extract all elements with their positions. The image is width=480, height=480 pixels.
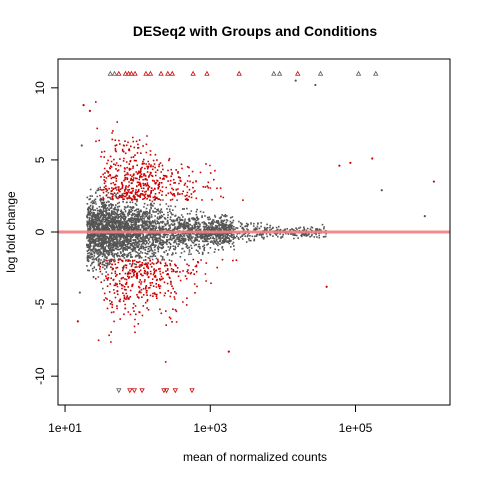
y-axis-label: log fold change (4, 191, 18, 273)
data-point-10 (325, 285, 328, 288)
data-point-0 (82, 104, 85, 107)
y-tick-label-4: -10 (33, 367, 47, 385)
y-tick-label-1: 5 (33, 156, 47, 163)
clipped-up-point-2 (116, 70, 122, 76)
clipped-up-point-10 (165, 70, 171, 76)
clipped-up-point-13 (204, 70, 210, 76)
clipped-up-point-11 (169, 70, 175, 76)
data-point-8 (423, 215, 426, 218)
clipped-down-point-6 (172, 388, 178, 394)
axes-layer: 1e+01 1e+03 1e+05 10 5 0 -5 -10 (33, 81, 373, 435)
clipped-down-point-2 (131, 388, 138, 394)
data-point-2 (294, 79, 297, 82)
data-point-11 (227, 350, 230, 353)
clipped-up-point-1 (111, 70, 118, 76)
data-point-9 (338, 164, 341, 167)
points-significant (95, 101, 244, 363)
clipped-up-point-6 (132, 70, 138, 76)
data-point-13 (80, 144, 83, 147)
clipped-up-point-19 (355, 70, 362, 76)
data-point-3 (314, 83, 317, 87)
clipped-up-point-8 (147, 70, 154, 76)
data-point-5 (371, 157, 374, 160)
clipped-up-point-14 (236, 70, 242, 76)
y-tick-label-0: 10 (33, 81, 47, 95)
data-point-7 (432, 180, 435, 183)
clipped-up-point-16 (276, 70, 283, 76)
y-tick-label-3: -5 (33, 298, 47, 309)
chart-title: DESeq2 with Groups and Conditions (133, 23, 377, 39)
x-axis-label: mean of normalized counts (183, 450, 327, 464)
points-not-significant (86, 186, 327, 291)
clipped-up-point-15 (271, 70, 277, 76)
clipped-down-point-0 (116, 388, 122, 394)
clipped-up-point-9 (158, 70, 164, 76)
data-point-14 (78, 291, 81, 294)
data-point-12 (76, 320, 79, 323)
clipped-down-point-4 (161, 388, 167, 394)
clipped-up-point-7 (143, 70, 149, 76)
y-tick-label-2: 0 (33, 228, 47, 235)
clipped-up-point-12 (190, 70, 196, 76)
clipped-up-point-0 (107, 70, 113, 76)
clipped-down-point-3 (139, 388, 145, 394)
clipped-up-point-4 (125, 70, 132, 76)
clipped-down-point-5 (163, 388, 170, 394)
x-tick-label-0: 1e+01 (48, 421, 82, 435)
clipped-up-point-5 (128, 70, 135, 76)
data-point-6 (380, 189, 383, 192)
clipped-up-point-20 (373, 70, 379, 76)
data-point-4 (349, 161, 352, 164)
x-tick-label-1: 1e+03 (193, 421, 227, 435)
clipped-up-point-17 (295, 70, 301, 76)
clipped-up-point-18 (317, 70, 324, 76)
data-point-1 (88, 109, 92, 112)
clipped-up-point-3 (122, 70, 129, 76)
clipped-down-point-7 (189, 388, 195, 394)
x-tick-label-2: 1e+05 (339, 421, 373, 435)
clipped-down-point-1 (127, 388, 133, 394)
